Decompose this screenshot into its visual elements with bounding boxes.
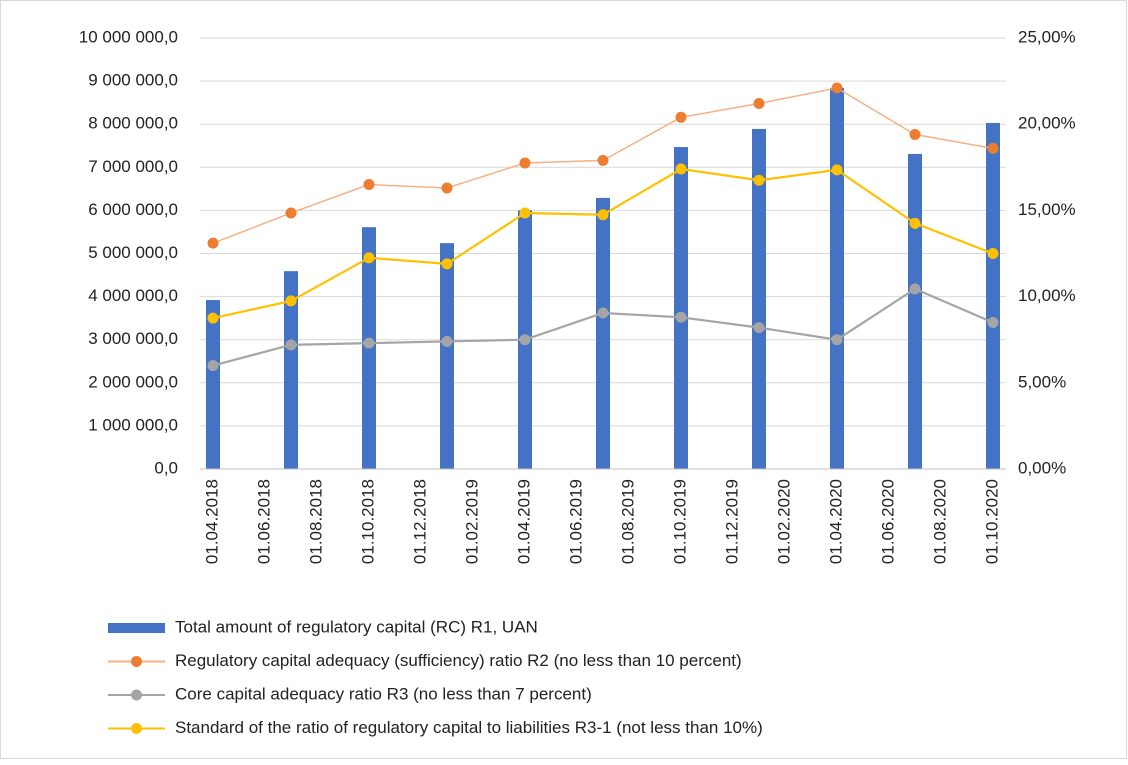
x-tick-label: 01.04.2019 — [514, 479, 533, 564]
series-marker — [441, 258, 453, 270]
series-marker — [363, 337, 375, 349]
y-tick-label: 10 000 000,0 — [79, 27, 178, 46]
y-tick-label: 4 000 000,0 — [88, 286, 178, 305]
y2-tick-label: 0,00% — [1018, 458, 1066, 477]
series-marker — [675, 111, 687, 123]
series-marker — [909, 129, 921, 141]
bar — [674, 147, 688, 469]
legend-label: Standard of the ratio of regulatory capi… — [175, 718, 763, 737]
series-marker — [753, 98, 765, 110]
x-tick-label: 01.12.2019 — [722, 479, 741, 564]
series-marker — [597, 209, 609, 221]
legend-marker — [131, 723, 142, 734]
x-tick-label: 01.06.2019 — [566, 479, 585, 564]
y2-tick-label: 15,00% — [1018, 200, 1076, 219]
x-tick-label: 01.10.2018 — [358, 479, 377, 564]
series-marker — [441, 182, 453, 194]
y-tick-label: 1 000 000,0 — [88, 415, 178, 434]
series-marker — [987, 248, 999, 259]
series-marker — [753, 174, 765, 186]
y-tick-label: 6 000 000,0 — [88, 200, 178, 219]
bar — [908, 153, 922, 469]
series-marker — [441, 335, 453, 347]
series-marker — [675, 163, 687, 175]
series-marker — [597, 307, 609, 319]
bar — [986, 122, 1000, 470]
series-marker — [987, 142, 999, 154]
series-marker — [909, 283, 921, 295]
series-marker — [207, 360, 219, 372]
series-marker — [831, 164, 843, 176]
bar — [206, 300, 220, 469]
x-tick-label: 01.12.2018 — [410, 479, 429, 564]
x-tick-label: 01.04.2020 — [826, 479, 845, 564]
bar — [752, 128, 766, 470]
bar — [284, 271, 298, 469]
series-marker — [675, 311, 687, 323]
series-marker — [519, 157, 531, 169]
x-tick-label: 01.08.2019 — [618, 479, 637, 564]
series-marker — [363, 179, 375, 191]
y-tick-label: 3 000 000,0 — [88, 329, 178, 348]
y2-tick-label: 25,00% — [1018, 27, 1076, 46]
y-tick-label: 7 000 000,0 — [88, 157, 178, 176]
legend-label: Total amount of regulatory capital (RC) … — [175, 617, 538, 636]
series-marker — [519, 207, 531, 219]
x-tick-label: 01.06.2020 — [878, 479, 897, 564]
series-marker — [831, 334, 843, 346]
x-tick-label: 01.10.2020 — [982, 479, 1001, 564]
legend-marker — [131, 689, 142, 701]
bar — [440, 243, 454, 469]
bar — [596, 197, 610, 469]
x-tick-label: 01.08.2018 — [306, 479, 325, 564]
legend-marker — [131, 656, 142, 667]
series-marker — [987, 316, 999, 328]
x-tick-label: 01.02.2019 — [462, 479, 481, 564]
x-tick-label: 01.04.2018 — [202, 479, 221, 564]
series-marker — [285, 207, 297, 219]
series-marker — [753, 322, 765, 334]
y-tick-label: 2 000 000,0 — [88, 372, 178, 391]
legend-label: Core capital adequacy ratio R3 (no less … — [175, 684, 592, 703]
series-marker — [285, 295, 297, 307]
y2-tick-label: 5,00% — [1018, 372, 1066, 391]
series-marker — [597, 154, 609, 166]
series-marker — [831, 82, 843, 94]
y2-tick-label: 20,00% — [1018, 114, 1076, 133]
bar — [830, 87, 844, 469]
y-tick-label: 5 000 000,0 — [88, 243, 178, 262]
series-marker — [519, 334, 531, 346]
series-marker — [909, 217, 921, 229]
series-marker — [285, 339, 297, 351]
legend-label: Regulatory capital adequacy (sufficiency… — [175, 651, 742, 670]
x-tick-label: 01.06.2018 — [254, 479, 273, 564]
series-marker — [207, 312, 219, 324]
series-marker — [207, 237, 219, 249]
x-tick-label: 01.02.2020 — [774, 479, 793, 564]
x-tick-label: 01.08.2020 — [930, 479, 949, 564]
legend-swatch — [108, 623, 165, 633]
y-tick-label: 0,0 — [154, 458, 178, 477]
y-tick-label: 8 000 000,0 — [88, 114, 178, 133]
y2-tick-label: 10,00% — [1018, 286, 1076, 305]
x-tick-label: 01.10.2019 — [670, 479, 689, 564]
series-marker — [363, 252, 375, 264]
y-tick-label: 9 000 000,0 — [88, 71, 178, 90]
